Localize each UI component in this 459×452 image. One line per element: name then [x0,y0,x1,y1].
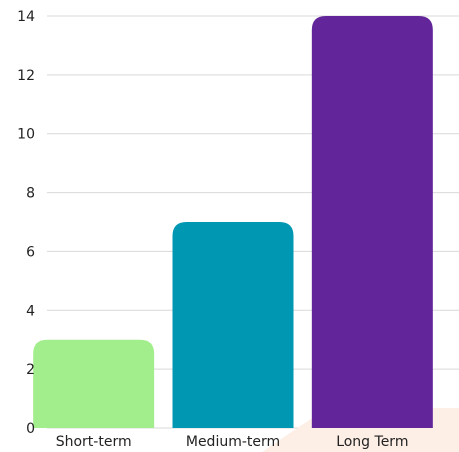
y-tick-label: 14 [17,9,35,25]
x-category-label: Short-term [56,434,132,450]
y-tick-label: 8 [26,186,35,202]
bar-short-term [33,339,155,428]
y-axis-ticks: 0 2 4 6 8 10 12 14 [17,9,35,437]
y-tick-label: 12 [17,68,35,84]
y-tick-label: 6 [26,244,35,260]
x-category-label: Medium-term [186,434,280,450]
x-category-label: Long Term [336,434,408,450]
y-tick-label: 10 [17,127,35,143]
bars [33,16,433,428]
y-tick-label: 0 [26,421,35,437]
bar-medium-term [172,222,294,428]
bar-long-term [311,16,433,428]
y-tick-label: 4 [26,303,35,319]
x-axis-labels: Short-term Medium-term Long Term [56,434,409,450]
y-tick-label: 2 [26,362,35,378]
